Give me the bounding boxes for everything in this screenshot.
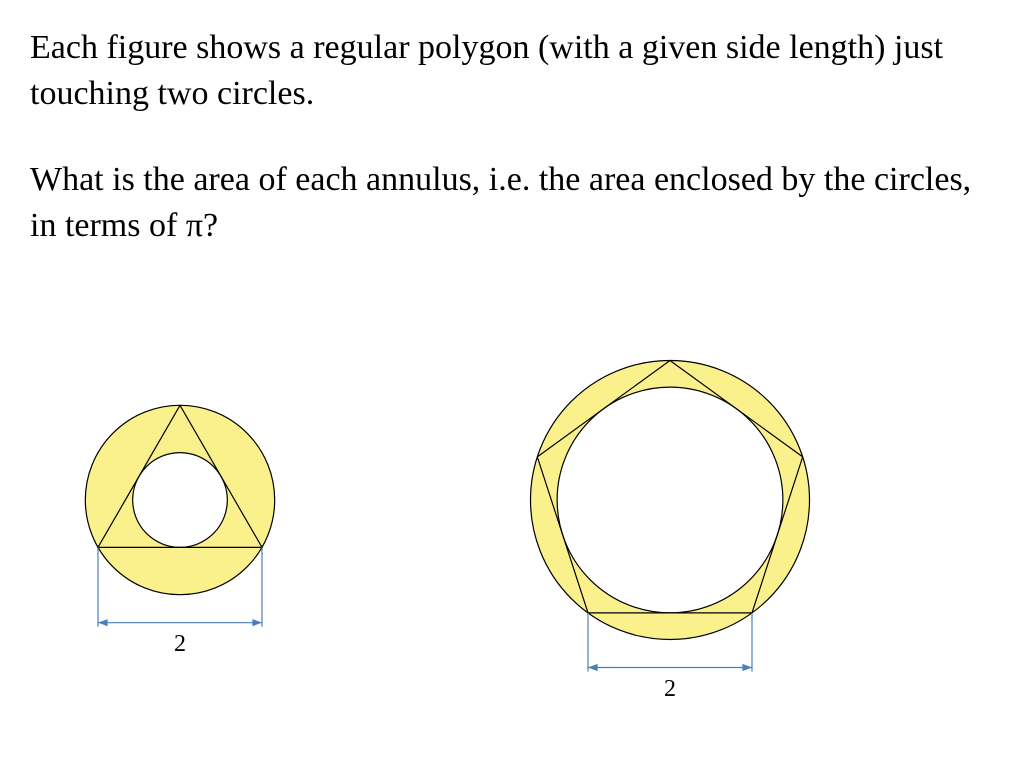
question-text: What is the area of each annulus, i.e. t… [30, 161, 971, 244]
triangle-annulus [85, 405, 274, 594]
paragraph-1: Each figure shows a regular polygon (wit… [30, 25, 990, 117]
triangle-inner-circle [133, 453, 228, 548]
triangle-dim-arrow-left [98, 619, 108, 626]
question-mark: ? [203, 207, 218, 244]
problem-text: Each figure shows a regular polygon (wit… [30, 25, 990, 249]
pentagon-dim-arrow-right [742, 664, 752, 671]
triangle-dimension-label: 2 [160, 631, 200, 658]
pi-symbol: π [186, 207, 203, 244]
pentagon-dim-arrow-left [588, 664, 598, 671]
triangle-dim-arrow-right [252, 619, 262, 626]
figures-area: 2 2 [0, 350, 1024, 750]
pentagon-dimension-label: 2 [650, 676, 690, 703]
pentagon-inner-circle [557, 387, 783, 613]
paragraph-2: What is the area of each annulus, i.e. t… [30, 157, 990, 249]
figures-svg [0, 350, 1024, 770]
pentagon-annulus [530, 360, 809, 639]
